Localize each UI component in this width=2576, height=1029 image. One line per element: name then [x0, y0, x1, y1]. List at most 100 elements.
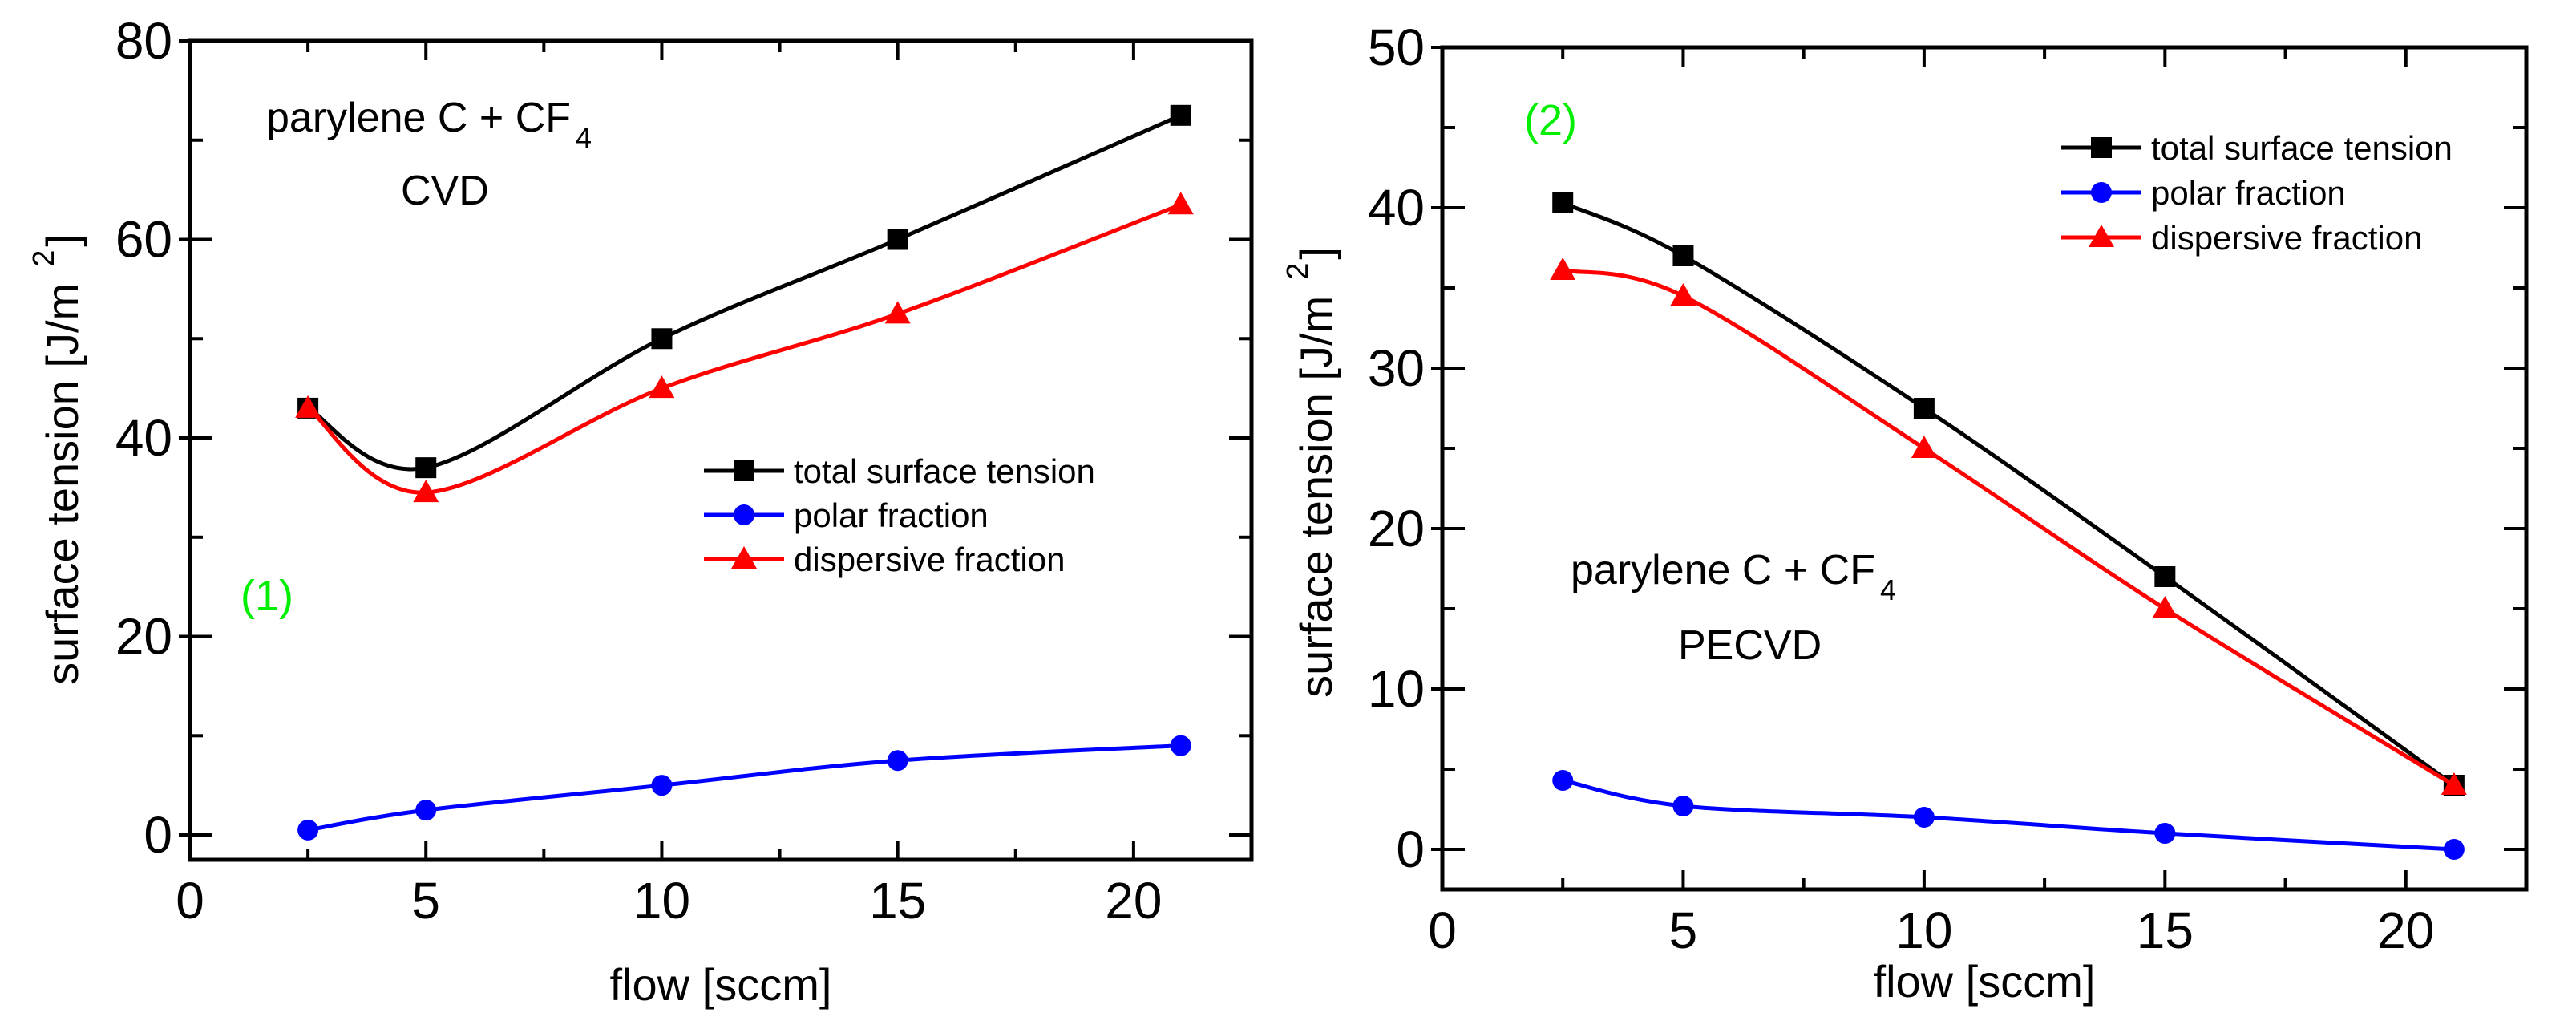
legend-entry: dispersive fraction: [2061, 219, 2422, 257]
legend-marker: [2091, 137, 2112, 158]
data-point: [1550, 257, 1576, 280]
data-point: [887, 750, 908, 772]
data-point: [415, 457, 437, 479]
y-tick-label: 40: [115, 409, 172, 467]
data-point: [1913, 398, 1935, 419]
legend-label: dispersive fraction: [794, 541, 1065, 578]
series-polar-fraction: [1552, 770, 2465, 860]
legend-label: dispersive fraction: [2151, 219, 2422, 257]
y-axis-label-text: surface tension [J/m: [37, 283, 87, 685]
x-tick-label: 10: [1895, 901, 1952, 959]
legend-marker: [731, 546, 757, 569]
plot-frame: [188, 38, 1254, 862]
y-axis-label-superscript: 2: [27, 250, 61, 267]
panel-label: (2): [1524, 96, 1577, 144]
data-point: [884, 301, 911, 324]
x-tick-label: 15: [2137, 901, 2194, 959]
data-point: [2441, 772, 2467, 795]
data-point: [1672, 245, 1694, 266]
y-tick-label: 80: [115, 12, 172, 70]
x-tick-label: 20: [2377, 901, 2434, 959]
annotation-process: PECVD: [1678, 622, 1822, 669]
y-axis-label: surface tension [J/m 2]: [1281, 247, 1341, 698]
annotation-text: parylene C + CF: [1571, 547, 1875, 593]
chart-panel-2: 0 5 10 15 20 0 10 20 30 40 50 flow [sccm] surface te…: [1281, 18, 2529, 1007]
x-tick-label: 15: [869, 872, 926, 930]
series-line: [1562, 201, 2456, 788]
legend-marker: [2089, 225, 2114, 247]
series-line: [306, 113, 1182, 472]
data-point: [1911, 436, 1937, 458]
y-tick-label: 50: [1368, 18, 1425, 76]
y-axis-label-bracket: ]: [1291, 247, 1341, 260]
annotation-material: parylene C + CF 4: [1571, 547, 1896, 606]
y-axis-label: surface tension [J/m 2]: [27, 234, 87, 685]
x-tick-label: 0: [176, 872, 204, 930]
x-tick-label: 5: [411, 872, 440, 930]
chart-panel-1: 0 5 10 15 20 0 20 40 60 80 flow [sccm] surface tens…: [27, 12, 1254, 1010]
annotation-text: parylene C + CF: [266, 95, 571, 141]
annotation-subscript: 4: [1880, 573, 1896, 606]
series-total-surface-tension: [1552, 192, 2465, 796]
y-tick-label: 10: [1368, 660, 1425, 718]
series-dispersive-fraction: [1550, 257, 2467, 795]
x-axis-label: flow [sccm]: [610, 959, 832, 1010]
data-point: [1913, 807, 1935, 828]
y-tick-label: 0: [144, 806, 172, 864]
data-point: [295, 395, 321, 418]
annotation-process: CVD: [401, 168, 489, 214]
legend-marker: [734, 460, 754, 481]
y-axis-label-text: surface tension [J/m: [1291, 296, 1341, 698]
x-tick-label: 20: [1105, 872, 1162, 930]
legend-entry: total surface tension: [704, 452, 1095, 490]
legend-entry: total surface tension: [2061, 129, 2453, 167]
data-point: [651, 775, 673, 796]
data-point: [1670, 283, 1696, 306]
series-line: [307, 743, 1181, 833]
data-point: [413, 480, 439, 503]
legend-marker: [2091, 182, 2112, 203]
data-point: [297, 819, 319, 841]
panel-label: (1): [241, 572, 293, 620]
y-tick-label: 60: [115, 211, 172, 269]
series-dispersive-fraction: [295, 192, 1194, 503]
data-point: [2154, 566, 2176, 587]
series-total-surface-tension: [297, 104, 1191, 479]
data-point: [2152, 596, 2178, 618]
data-point: [1552, 770, 1574, 791]
legend-entry: polar fraction: [2061, 174, 2346, 212]
data-point: [2154, 823, 2176, 844]
data-point: [2443, 839, 2465, 860]
y-tick-label: 20: [115, 608, 172, 666]
y-tick-label: 40: [1368, 179, 1425, 237]
plot-frame: [1440, 45, 2529, 892]
y-axis-label-superscript: 2: [1281, 263, 1315, 280]
data-point: [649, 375, 675, 399]
series-line: [1562, 268, 2456, 788]
data-point: [1167, 192, 1194, 215]
legend-label: total surface tension: [794, 452, 1095, 490]
data-point: [651, 328, 673, 350]
data-point: [887, 229, 908, 250]
legend-entry: polar fraction: [704, 496, 989, 534]
annotation-subscript: 4: [576, 121, 592, 154]
series-line: [306, 202, 1182, 495]
legend-label: polar fraction: [2151, 174, 2346, 212]
x-axis-label: flow [sccm]: [1874, 956, 2096, 1007]
data-point: [1552, 192, 1574, 213]
data-point: [1170, 735, 1191, 756]
x-tick-label: 0: [1428, 901, 1457, 959]
y-tick-label: 20: [1368, 500, 1425, 557]
legend-marker: [734, 504, 754, 525]
legend-label: polar fraction: [794, 496, 989, 534]
data-point: [1672, 796, 1694, 816]
series-line: [1562, 778, 2455, 852]
series-polar-fraction: [297, 735, 1191, 841]
data-point: [415, 800, 437, 821]
y-axis-label-bracket: ]: [37, 234, 87, 247]
legend-entry: dispersive fraction: [704, 541, 1065, 578]
x-tick-label: 10: [633, 872, 690, 930]
data-point: [1170, 104, 1191, 126]
annotation-material: parylene C + CF 4: [266, 95, 592, 154]
